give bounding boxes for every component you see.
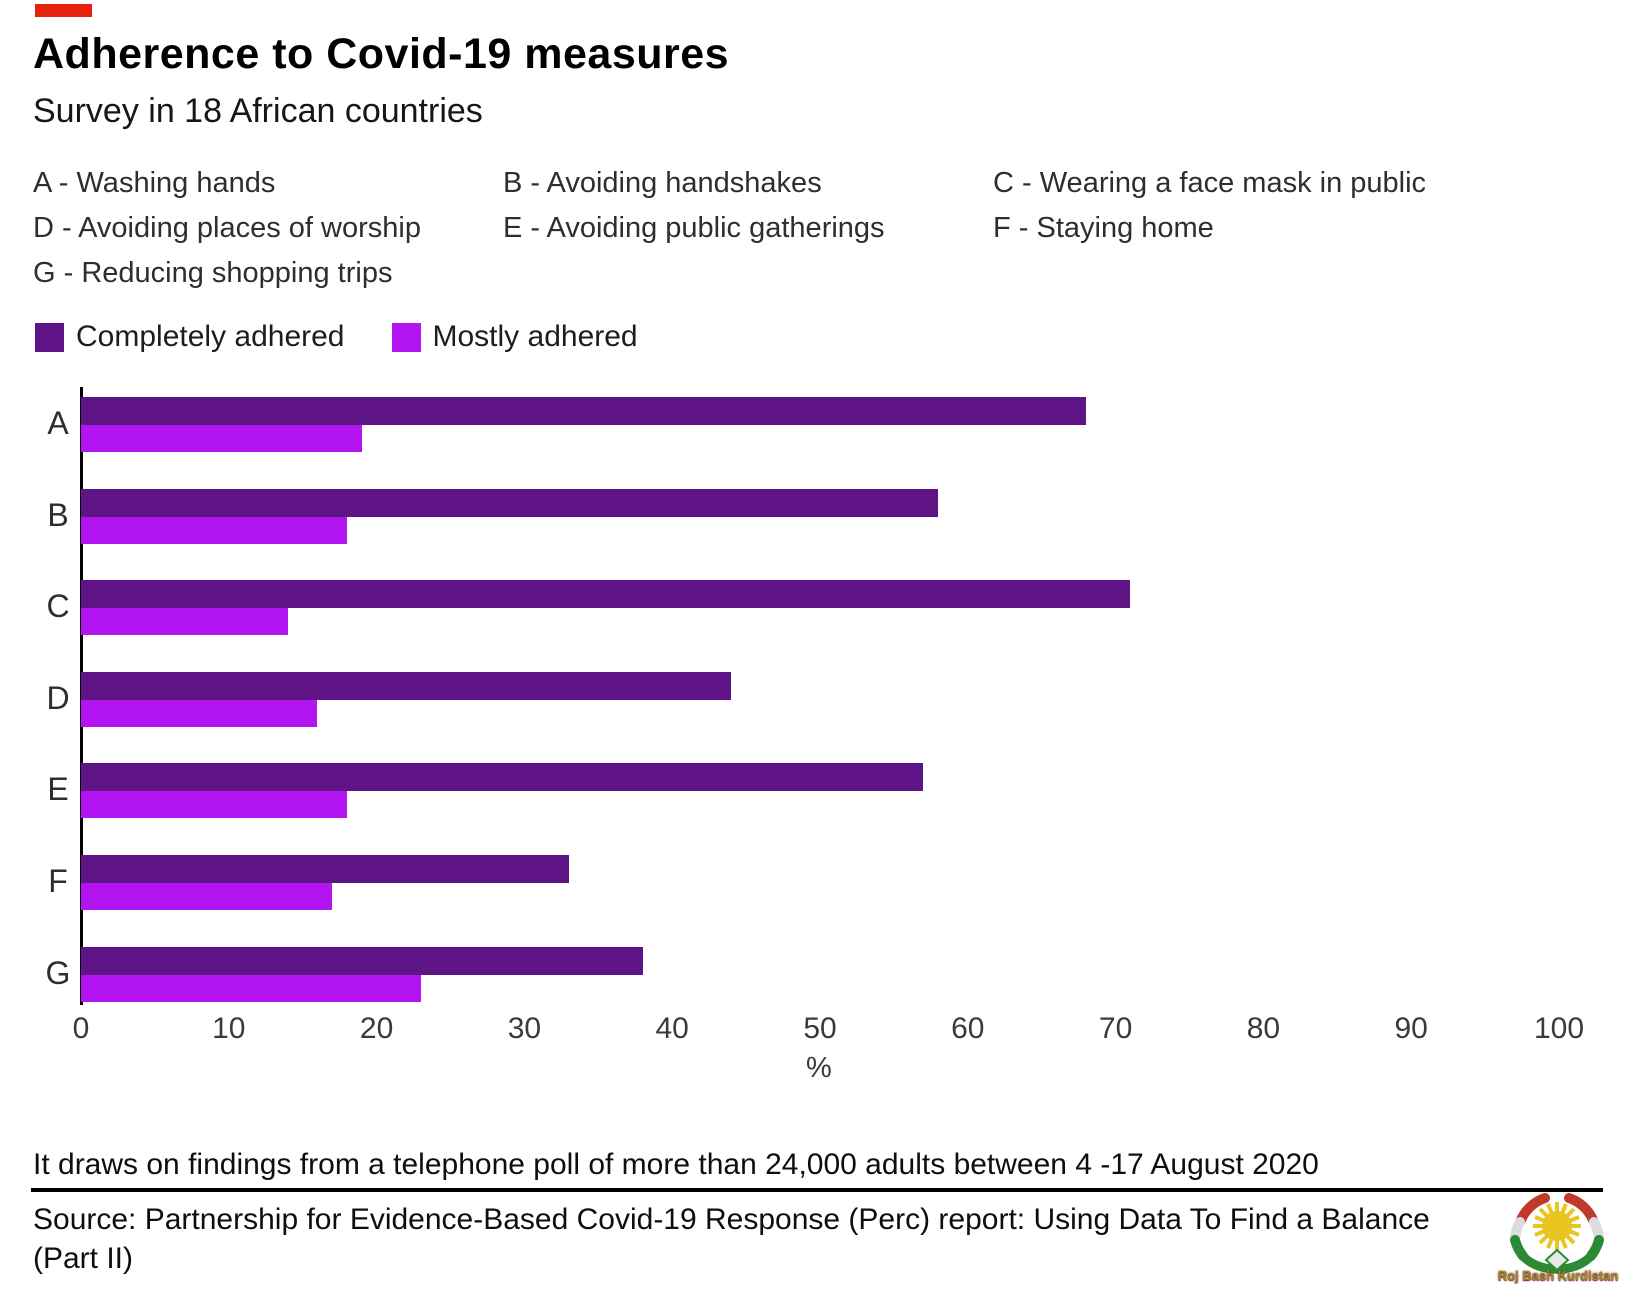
legend-label-completely: Completely adhered [76,320,345,353]
bar-mostly-g [81,974,421,1002]
category-label-c: C [46,588,70,625]
bar-completely-c [81,580,1131,609]
page-title: Adherence to Covid-19 measures [33,30,730,78]
x-tick-80: 80 [1246,1012,1281,1045]
bar-completely-f [81,855,569,883]
source-text: Source: Partnership for Evidence-Based C… [33,1203,1430,1275]
category-label-b: B [47,496,69,533]
x-axis-label: % [806,1052,832,1084]
footnote: It draws on findings from a telephone po… [33,1148,1319,1181]
bar-completely-b [81,488,939,517]
x-tick-40: 40 [655,1012,689,1045]
key-item-g: G - Reducing shopping trips [33,257,393,289]
bar-mostly-c [81,608,288,636]
category-label-e: E [47,771,69,808]
x-tick-90: 90 [1394,1012,1428,1045]
bar-mostly-e [81,791,348,819]
x-tick-20: 20 [359,1012,394,1045]
x-tick-10: 10 [212,1012,246,1045]
bar-completely-e [81,763,924,792]
x-tick-30: 30 [507,1012,542,1045]
category-label-f: F [48,863,68,899]
legend-item-completely: Completely adhered [35,320,345,354]
bar-mostly-b [81,516,348,544]
key-item-c: C - Wearing a face mask in public [993,167,1427,199]
x-tick-100: 100 [1533,1012,1585,1045]
watermark-text: Roj Bash Kurdistan [1497,1268,1619,1283]
bar-completely-a [81,397,1087,425]
x-tick-70: 70 [1098,1012,1133,1045]
x-tick-50: 50 [803,1012,837,1045]
legend-item-mostly: Mostly adhered [391,320,638,354]
bar-mostly-a [81,425,362,452]
divider-rule [31,1188,1603,1192]
category-label-g: G [45,954,71,991]
bar-completely-g [81,946,643,975]
redaction-mark [35,4,92,17]
category-label-a: A [47,405,69,441]
wreath-diamond-icon [1544,1248,1570,1272]
page-subtitle: Survey in 18 African countries [33,92,483,130]
bar-completely-d [81,671,732,700]
legend-label-mostly: Mostly adhered [432,320,638,353]
x-tick-0: 0 [72,1012,90,1045]
category-label-d: D [46,679,70,716]
bar-mostly-f [81,883,333,910]
x-tick-60: 60 [951,1012,985,1045]
legend-swatch-mostly [391,322,421,352]
key-item-d: D - Avoiding places of worship [33,212,421,244]
kurdistan-sun-wreath-logo [1510,1193,1604,1274]
chart-legend: Completely adhered Mostly adhered [35,320,638,354]
key-item-f: F - Staying home [993,212,1214,244]
key-item-a: A - Washing hands [33,167,276,199]
category-key: A - Washing hands B - Avoiding handshake… [33,166,1593,290]
bar-mostly-d [81,699,318,727]
legend-swatch-completely [35,322,64,352]
sun-disc-icon [1542,1211,1572,1241]
key-item-e: E - Avoiding public gatherings [503,212,885,244]
key-item-b: B - Avoiding handshakes [503,167,822,199]
